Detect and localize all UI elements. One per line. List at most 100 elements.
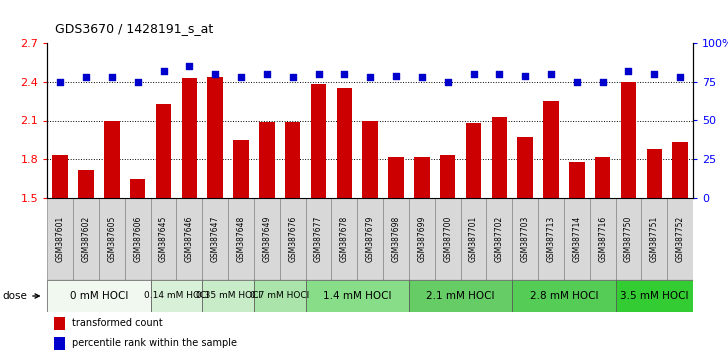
FancyBboxPatch shape (176, 198, 202, 280)
Point (339, 71, 350, 77)
Text: 1.4 mM HOCl: 1.4 mM HOCl (323, 291, 392, 301)
Text: GSM387699: GSM387699 (417, 216, 427, 262)
Point (416, 74, 427, 80)
Text: GSM387698: GSM387698 (392, 216, 400, 262)
Bar (646, 149, 662, 198)
Point (622, 68, 634, 74)
Bar (336, 88, 352, 198)
Point (261, 71, 273, 77)
FancyBboxPatch shape (616, 280, 693, 312)
Text: GSM387714: GSM387714 (572, 216, 582, 262)
FancyBboxPatch shape (435, 198, 461, 280)
Text: GSM387703: GSM387703 (521, 216, 530, 262)
Text: 0.14 mM HOCl: 0.14 mM HOCl (144, 291, 209, 301)
Bar (388, 157, 404, 198)
Text: GSM387750: GSM387750 (624, 216, 633, 262)
Text: GSM387700: GSM387700 (443, 216, 452, 262)
Text: GDS3670 / 1428191_s_at: GDS3670 / 1428191_s_at (55, 22, 213, 35)
Text: GSM387601: GSM387601 (56, 216, 65, 262)
Bar (621, 82, 636, 198)
FancyBboxPatch shape (461, 198, 486, 280)
Bar (207, 76, 223, 198)
Text: dose: dose (2, 291, 39, 301)
Point (183, 63, 195, 69)
Text: GSM387647: GSM387647 (210, 216, 220, 262)
Text: GSM387752: GSM387752 (676, 216, 684, 262)
Point (494, 71, 505, 77)
Text: GSM387677: GSM387677 (314, 216, 323, 262)
FancyBboxPatch shape (331, 198, 357, 280)
Bar (569, 162, 585, 198)
FancyBboxPatch shape (306, 280, 409, 312)
Bar (363, 120, 378, 198)
FancyBboxPatch shape (641, 198, 668, 280)
Bar (130, 179, 146, 198)
Bar (52, 155, 68, 198)
Point (132, 79, 143, 85)
Bar (233, 140, 249, 198)
Point (674, 74, 686, 80)
FancyBboxPatch shape (228, 198, 254, 280)
FancyBboxPatch shape (254, 280, 306, 312)
Bar (518, 137, 533, 198)
Bar (543, 101, 559, 198)
Text: GSM387679: GSM387679 (365, 216, 375, 262)
Text: GSM387676: GSM387676 (288, 216, 297, 262)
Bar (79, 170, 94, 198)
Text: GSM387606: GSM387606 (133, 216, 142, 262)
Point (287, 74, 298, 80)
Bar (156, 104, 171, 198)
FancyBboxPatch shape (254, 198, 280, 280)
Point (545, 71, 557, 77)
FancyBboxPatch shape (306, 198, 331, 280)
Bar (673, 142, 688, 198)
Point (210, 71, 221, 77)
Bar (595, 157, 610, 198)
Bar (491, 116, 507, 198)
Text: GSM387716: GSM387716 (598, 216, 607, 262)
Bar (440, 155, 456, 198)
Bar (311, 84, 326, 198)
Text: GSM387645: GSM387645 (159, 216, 168, 262)
Bar (466, 123, 481, 198)
Bar (414, 157, 430, 198)
Text: 0.35 mM HOCl: 0.35 mM HOCl (196, 291, 261, 301)
Point (467, 71, 479, 77)
Text: 0.7 mM HOCl: 0.7 mM HOCl (250, 291, 309, 301)
Text: GSM387701: GSM387701 (469, 216, 478, 262)
FancyBboxPatch shape (513, 198, 538, 280)
Point (649, 71, 660, 77)
Text: GSM387649: GSM387649 (262, 216, 272, 262)
Point (106, 74, 118, 80)
FancyBboxPatch shape (124, 198, 151, 280)
Point (442, 79, 454, 85)
Text: GSM387646: GSM387646 (185, 216, 194, 262)
FancyBboxPatch shape (668, 198, 693, 280)
Bar (285, 122, 301, 198)
Point (55, 79, 66, 85)
Text: percentile rank within the sample: percentile rank within the sample (72, 338, 237, 348)
Text: GSM387678: GSM387678 (340, 216, 349, 262)
Text: GSM387605: GSM387605 (108, 216, 116, 262)
FancyBboxPatch shape (151, 280, 202, 312)
FancyBboxPatch shape (513, 280, 616, 312)
FancyBboxPatch shape (202, 198, 228, 280)
FancyBboxPatch shape (99, 198, 124, 280)
Point (235, 74, 247, 80)
Bar (54, 337, 66, 350)
Bar (259, 122, 274, 198)
Text: 3.5 mM HOCl: 3.5 mM HOCl (620, 291, 689, 301)
Point (390, 73, 402, 78)
Point (158, 68, 170, 74)
FancyBboxPatch shape (280, 198, 306, 280)
Bar (54, 317, 66, 330)
Point (80, 74, 92, 80)
FancyBboxPatch shape (590, 198, 616, 280)
Point (571, 79, 582, 85)
FancyBboxPatch shape (616, 198, 641, 280)
Text: transformed count: transformed count (72, 318, 162, 329)
FancyBboxPatch shape (47, 280, 151, 312)
FancyBboxPatch shape (409, 198, 435, 280)
FancyBboxPatch shape (538, 198, 564, 280)
FancyBboxPatch shape (409, 280, 513, 312)
